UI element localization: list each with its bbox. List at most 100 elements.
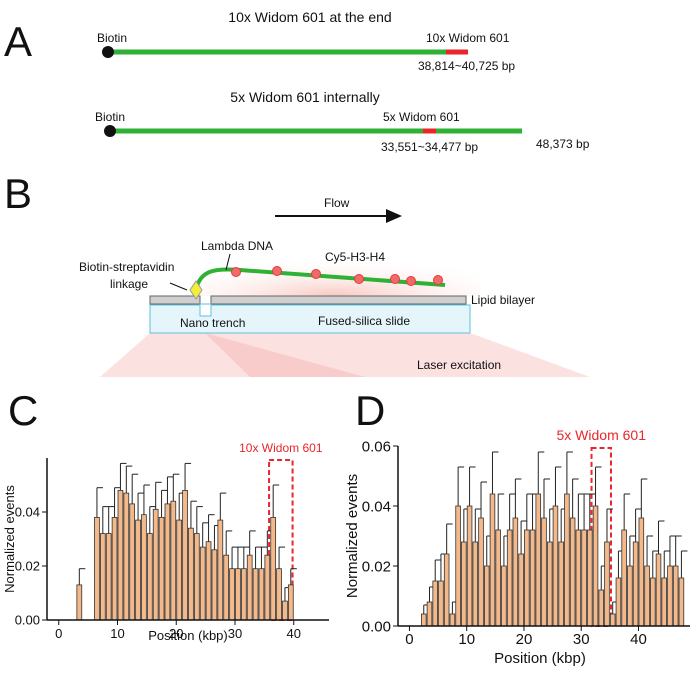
bar [552,505,559,627]
bar [615,577,622,627]
bar [541,517,547,627]
x-tick-label: 20 [169,626,183,641]
bar [604,541,610,627]
bar [466,505,473,627]
bar [426,601,433,627]
y-tick-label: 0.00 [362,618,391,635]
length-label: 48,373 bp [536,137,590,151]
bar [252,568,259,621]
histones [231,266,443,286]
bar [421,613,427,627]
biotin-label: Biotin [95,110,125,124]
bar [182,489,188,621]
bar [105,533,112,621]
y-tick-label: 0.02 [15,559,40,574]
x-tick-label: 0 [405,631,413,648]
range-label: 38,814~40,725 bp [418,59,515,73]
bar [678,577,685,627]
biotin [104,125,116,137]
bar [661,577,667,627]
bar [512,517,519,627]
bar [655,553,662,627]
bar [205,541,212,621]
slide-label: Fused-silica slide [318,314,410,328]
bar [483,565,490,627]
laser [100,333,590,377]
bar [638,517,645,627]
bar [152,508,159,621]
bar [569,517,576,627]
bar [667,565,673,627]
y-axis-label: Normalized events [2,485,17,593]
bar [524,529,530,627]
panel-label: D [355,387,385,434]
bar [672,565,679,627]
bar [117,489,124,621]
bar [246,554,253,621]
x-tick-label: 30 [573,631,590,648]
bar [627,565,633,627]
slide [149,304,471,334]
bar [478,517,484,627]
bar [501,565,507,627]
highlight-label: 5x Widom 601 [557,427,647,443]
bar [229,568,235,621]
bar [581,529,587,627]
dna-label: Lambda DNA [201,239,273,253]
bar [129,503,136,621]
bar [506,529,513,627]
highlight-label: 10x Widom 601 [239,441,323,455]
bar [472,541,479,627]
bar [449,613,456,627]
bar [176,519,183,621]
y-axis-label: Normalized events [344,474,361,598]
bar [632,541,639,627]
bar [94,517,100,621]
bar [141,514,147,621]
pointer [225,253,231,271]
trench-label: Nano trench [180,316,245,330]
x-axis-label: Position (kbp) [494,650,586,667]
bar [609,613,616,627]
bar [240,568,247,621]
bar [258,568,265,621]
bar [111,517,118,621]
lipid-bilayer [210,295,467,305]
bar [587,529,593,627]
bar [164,503,171,621]
y-tick-label: 0.00 [15,613,40,628]
bar [235,568,241,621]
construct-title: 5x Widom 601 internally [230,89,379,105]
x-tick-label: 40 [630,631,647,648]
y-tick-label: 0.06 [362,438,391,455]
bar [135,519,141,621]
y-tick-label: 0.04 [15,505,40,520]
linkage-label: Biotin-streptavidin [79,260,174,274]
bar [621,529,627,627]
panel-label: B [4,170,32,217]
bar [264,554,271,621]
bar [461,541,467,627]
bar [575,529,582,627]
bar [282,600,288,621]
construct-title: 10x Widom 601 at the end [228,9,391,25]
bar [535,493,542,627]
y-tick-label: 0.04 [362,498,391,515]
bar [432,580,438,627]
nano-trench [199,303,212,317]
bar [443,553,450,627]
biotin-label: Biotin [97,31,127,45]
range-label: 33,551~34,477 bp [381,140,478,154]
bar [170,500,177,621]
bar [146,533,153,621]
bar [193,533,200,621]
bar [558,541,564,627]
arrow-head [386,209,402,223]
bar [598,589,605,627]
bar [546,541,553,627]
panel-label: A [4,18,32,65]
lipid-label: Lipid bilayer [471,293,535,307]
x-tick-label: 40 [287,626,301,641]
x-tick-label: 20 [516,631,533,648]
